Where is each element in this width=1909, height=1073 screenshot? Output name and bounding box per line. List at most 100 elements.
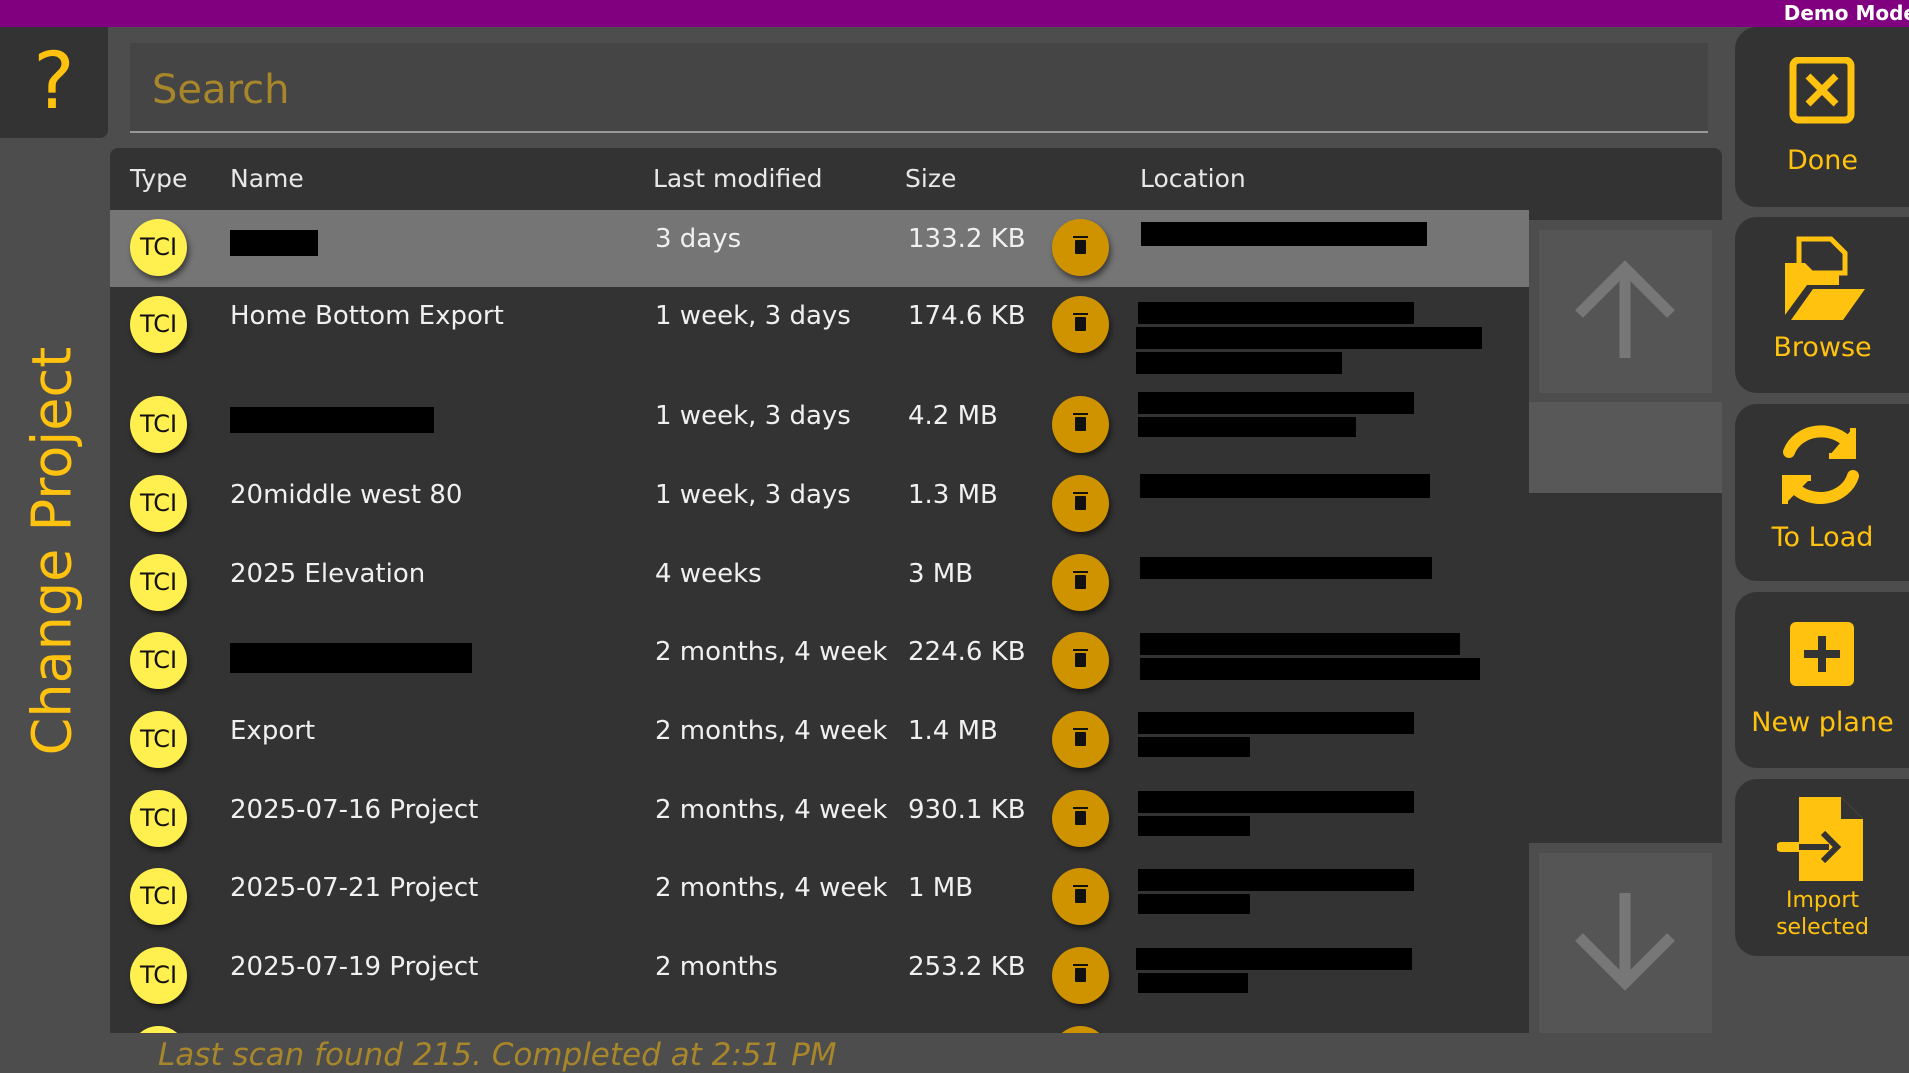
type-badge: TCI bbox=[130, 475, 187, 532]
last-modified: 1 week, 3 days bbox=[655, 480, 851, 510]
delete-button[interactable] bbox=[1052, 790, 1109, 847]
table-row[interactable]: TCI 2025 Elevation 4 weeks 3 MB bbox=[110, 545, 1529, 623]
plus-box-icon bbox=[1790, 622, 1854, 686]
file-name: 2025-07-21 Project bbox=[230, 873, 479, 903]
type-badge: TCI bbox=[130, 632, 187, 689]
redaction-bar bbox=[230, 230, 318, 256]
header-last-modified[interactable]: Last modified bbox=[653, 164, 823, 193]
last-modified: 1 week, 3 days bbox=[655, 401, 851, 431]
table-row[interactable]: TCI 2 months, 4 week 224.6 KB bbox=[110, 623, 1529, 702]
delete-button[interactable] bbox=[1052, 868, 1109, 925]
redaction-bar bbox=[230, 407, 434, 433]
file-size: 1 MB bbox=[908, 873, 974, 903]
new-plane-label: New plane bbox=[1751, 707, 1894, 738]
redaction-bar bbox=[1141, 222, 1427, 246]
file-name: Export bbox=[230, 716, 316, 746]
done-label: Done bbox=[1786, 145, 1859, 176]
file-size: 930.1 KB bbox=[908, 795, 1026, 825]
import-label-line2: selected bbox=[1776, 915, 1869, 940]
import-label-line1: Import bbox=[1785, 888, 1859, 913]
to-load-button[interactable]: To Load bbox=[1735, 404, 1909, 581]
table-row[interactable]: TCI 20middle west 80 1 week, 3 days 1.3 MB bbox=[110, 466, 1529, 545]
trash-icon bbox=[1073, 313, 1088, 331]
trash-icon bbox=[1073, 964, 1088, 982]
folder-open-icon bbox=[1785, 236, 1865, 320]
file-name: 2025-07-19 Project bbox=[230, 952, 479, 982]
last-modified: 1 week, 3 days bbox=[655, 301, 851, 331]
table-row[interactable]: TCI bbox=[110, 1017, 1529, 1033]
type-badge: TCI bbox=[130, 790, 187, 847]
delete-button[interactable] bbox=[1052, 947, 1109, 1004]
type-badge: TCI bbox=[130, 296, 187, 353]
scroll-down-button[interactable] bbox=[1529, 843, 1722, 1033]
scroll-thumb[interactable] bbox=[1529, 402, 1722, 493]
done-button[interactable]: Done bbox=[1735, 27, 1909, 207]
file-size: 133.2 KB bbox=[908, 224, 1026, 254]
file-name: Home Bottom Export bbox=[230, 301, 504, 331]
file-import-icon bbox=[1777, 797, 1863, 881]
scrollbar[interactable] bbox=[1529, 210, 1722, 1033]
type-badge: TCI bbox=[130, 219, 187, 276]
sync-icon bbox=[1782, 425, 1859, 504]
redaction-bar bbox=[1136, 948, 1412, 970]
change-project-button[interactable]: Change Project bbox=[20, 346, 84, 756]
redaction-bar bbox=[1140, 633, 1460, 655]
table-row[interactable]: TCI 2025-07-19 Project 2 months 253.2 KB bbox=[110, 938, 1529, 1017]
help-button[interactable]: ? bbox=[0, 27, 108, 138]
redaction-bar bbox=[1138, 302, 1414, 324]
new-plane-button[interactable]: New plane bbox=[1735, 592, 1909, 768]
last-modified: 2 months, 4 week bbox=[655, 716, 888, 746]
delete-button[interactable] bbox=[1052, 1026, 1109, 1033]
file-size: 3 MB bbox=[908, 559, 974, 589]
file-size: 1.4 MB bbox=[908, 716, 998, 746]
last-modified: 2 months bbox=[655, 952, 778, 982]
delete-button[interactable] bbox=[1052, 711, 1109, 768]
delete-button[interactable] bbox=[1052, 219, 1109, 276]
delete-button[interactable] bbox=[1052, 296, 1109, 353]
demo-mode-label: Demo Mode bbox=[1783, 1, 1909, 25]
table-row[interactable]: TCI 3 days 133.2 KB bbox=[110, 210, 1529, 287]
table-row[interactable]: TCI 2025-07-21 Project 2 months, 4 week 1 M… bbox=[110, 859, 1529, 938]
table-row[interactable]: TCI 1 week, 3 days 4.2 MB bbox=[110, 387, 1529, 466]
table-row[interactable]: TCI Home Bottom Export 1 week, 3 days 174.6… bbox=[110, 287, 1529, 387]
header-name[interactable]: Name bbox=[230, 164, 304, 193]
header-size[interactable]: Size bbox=[905, 164, 957, 193]
trash-icon bbox=[1073, 236, 1088, 254]
question-mark-icon: ? bbox=[33, 37, 75, 127]
file-size: 174.6 KB bbox=[908, 301, 1026, 331]
type-badge: TCI bbox=[130, 1026, 187, 1033]
redaction-bar bbox=[230, 643, 472, 673]
redaction-bar bbox=[1138, 712, 1414, 734]
trash-icon bbox=[1073, 571, 1088, 589]
browse-button[interactable]: Browse bbox=[1735, 217, 1909, 393]
file-name: 20middle west 80 bbox=[230, 480, 463, 510]
last-modified: 2 months, 4 week bbox=[655, 795, 888, 825]
last-modified: 2 months, 4 week bbox=[655, 637, 888, 667]
file-name: 2025-07-16 Project bbox=[230, 795, 479, 825]
trash-icon bbox=[1073, 807, 1088, 825]
table-body: TCI 3 days 133.2 KB TCI Home Bottom Export 1 … bbox=[110, 210, 1529, 1033]
redaction-bar bbox=[1138, 737, 1250, 757]
scroll-up-button[interactable] bbox=[1529, 220, 1722, 403]
browse-label: Browse bbox=[1773, 332, 1872, 363]
delete-button[interactable] bbox=[1052, 632, 1109, 689]
redaction-bar bbox=[1138, 816, 1250, 836]
type-badge: TCI bbox=[130, 947, 187, 1004]
header-type[interactable]: Type bbox=[130, 164, 188, 193]
redaction-bar bbox=[1140, 658, 1480, 680]
delete-button[interactable] bbox=[1052, 396, 1109, 453]
search-input[interactable]: Search bbox=[130, 43, 1708, 133]
trash-icon bbox=[1073, 649, 1088, 667]
arrow-down-icon bbox=[1575, 893, 1675, 991]
type-badge: TCI bbox=[130, 396, 187, 453]
redaction-bar bbox=[1138, 894, 1250, 914]
header-location[interactable]: Location bbox=[1140, 164, 1246, 193]
delete-button[interactable] bbox=[1052, 554, 1109, 611]
delete-button[interactable] bbox=[1052, 475, 1109, 532]
last-modified: 3 days bbox=[655, 224, 742, 254]
file-table: Type Name Last modified Size Location TC… bbox=[110, 148, 1722, 1033]
import-selected-button[interactable]: Import selected bbox=[1735, 779, 1909, 956]
table-row[interactable]: TCI 2025-07-16 Project 2 months, 4 week 930… bbox=[110, 781, 1529, 859]
table-row[interactable]: TCI Export 2 months, 4 week 1.4 MB bbox=[110, 702, 1529, 781]
top-bar: Demo Mode bbox=[0, 0, 1909, 27]
